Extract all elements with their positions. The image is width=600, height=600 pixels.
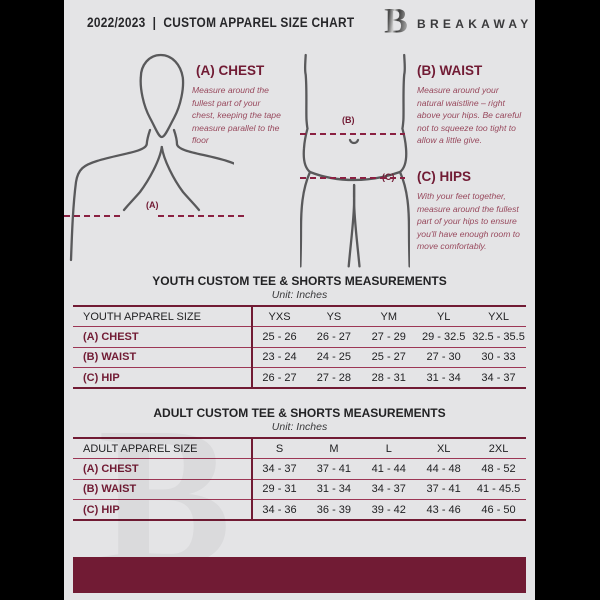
svg-text:B: B xyxy=(384,2,408,40)
